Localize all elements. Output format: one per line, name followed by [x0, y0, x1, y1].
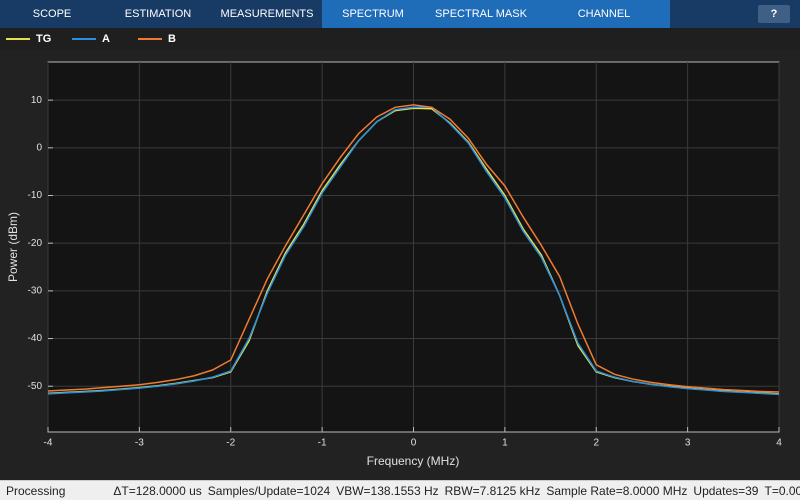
x-tick-label: 1	[502, 438, 508, 449]
tab[interactable]: MEASUREMENTS	[220, 8, 314, 20]
legend-label: B	[168, 33, 176, 45]
y-tick-label: -40	[28, 333, 43, 344]
chart: Frequency (MHz) Power (dBm) -4 -3 -2 -1 0 1 2 3…	[0, 28, 800, 480]
tab[interactable]: CHANNEL MEASUREMENTS	[538, 0, 670, 48]
status-item: Sample Rate=8.0000 MHz	[546, 483, 688, 498]
tab[interactable]: SPECTRUM	[322, 0, 424, 28]
legend-label: TG	[36, 33, 51, 45]
status-item: ΔT=128.0000 us	[113, 483, 202, 498]
tab-bar: SCOPE ESTIMATION MEASUREMENTS SPECTRUM SPECT…	[0, 0, 800, 48]
status-item: T=0.0056	[764, 483, 800, 498]
status-item: VBW=138.1553 Hz	[336, 483, 439, 498]
x-tick-label: 4	[776, 438, 782, 449]
x-tick-label: 0	[411, 438, 417, 449]
tab[interactable]: SCOPE	[32, 8, 72, 20]
y-tick-label: -20	[28, 238, 43, 249]
y-tick-label: -50	[28, 381, 43, 392]
status-item: Updates=39	[693, 483, 759, 498]
tab[interactable]: SPECTRAL MASK	[424, 0, 538, 28]
y-tick-label: -10	[28, 190, 43, 201]
x-tick-label: -1	[318, 438, 327, 449]
help-button[interactable]: ?	[758, 5, 790, 23]
x-tick-label: -4	[44, 438, 53, 449]
y-tick-label: 10	[31, 95, 43, 106]
series-line	[47, 106, 780, 396]
y-tick-label: 0	[36, 142, 42, 153]
legend-label: A	[102, 33, 110, 45]
y-axis-label: Power (dBm)	[6, 212, 20, 282]
y-tick-label: -30	[28, 286, 43, 297]
status-item: Samples/Update=1024	[207, 483, 331, 498]
status-item: RBW=7.8125 kHz	[444, 483, 541, 498]
x-tick-label: -3	[135, 438, 144, 449]
x-tick-label: 2	[593, 438, 599, 449]
x-tick-label: 3	[685, 438, 691, 449]
tab[interactable]: ESTIMATION	[124, 8, 192, 20]
legend-bar	[0, 28, 800, 50]
status-state: Processing	[6, 483, 66, 498]
series-line	[47, 104, 780, 393]
x-tick-label: -2	[226, 438, 235, 449]
x-axis-label: Frequency (MHz)	[367, 454, 460, 468]
status-bar: Processing ΔT=128.0000 us Samples/Update=…	[0, 480, 800, 500]
